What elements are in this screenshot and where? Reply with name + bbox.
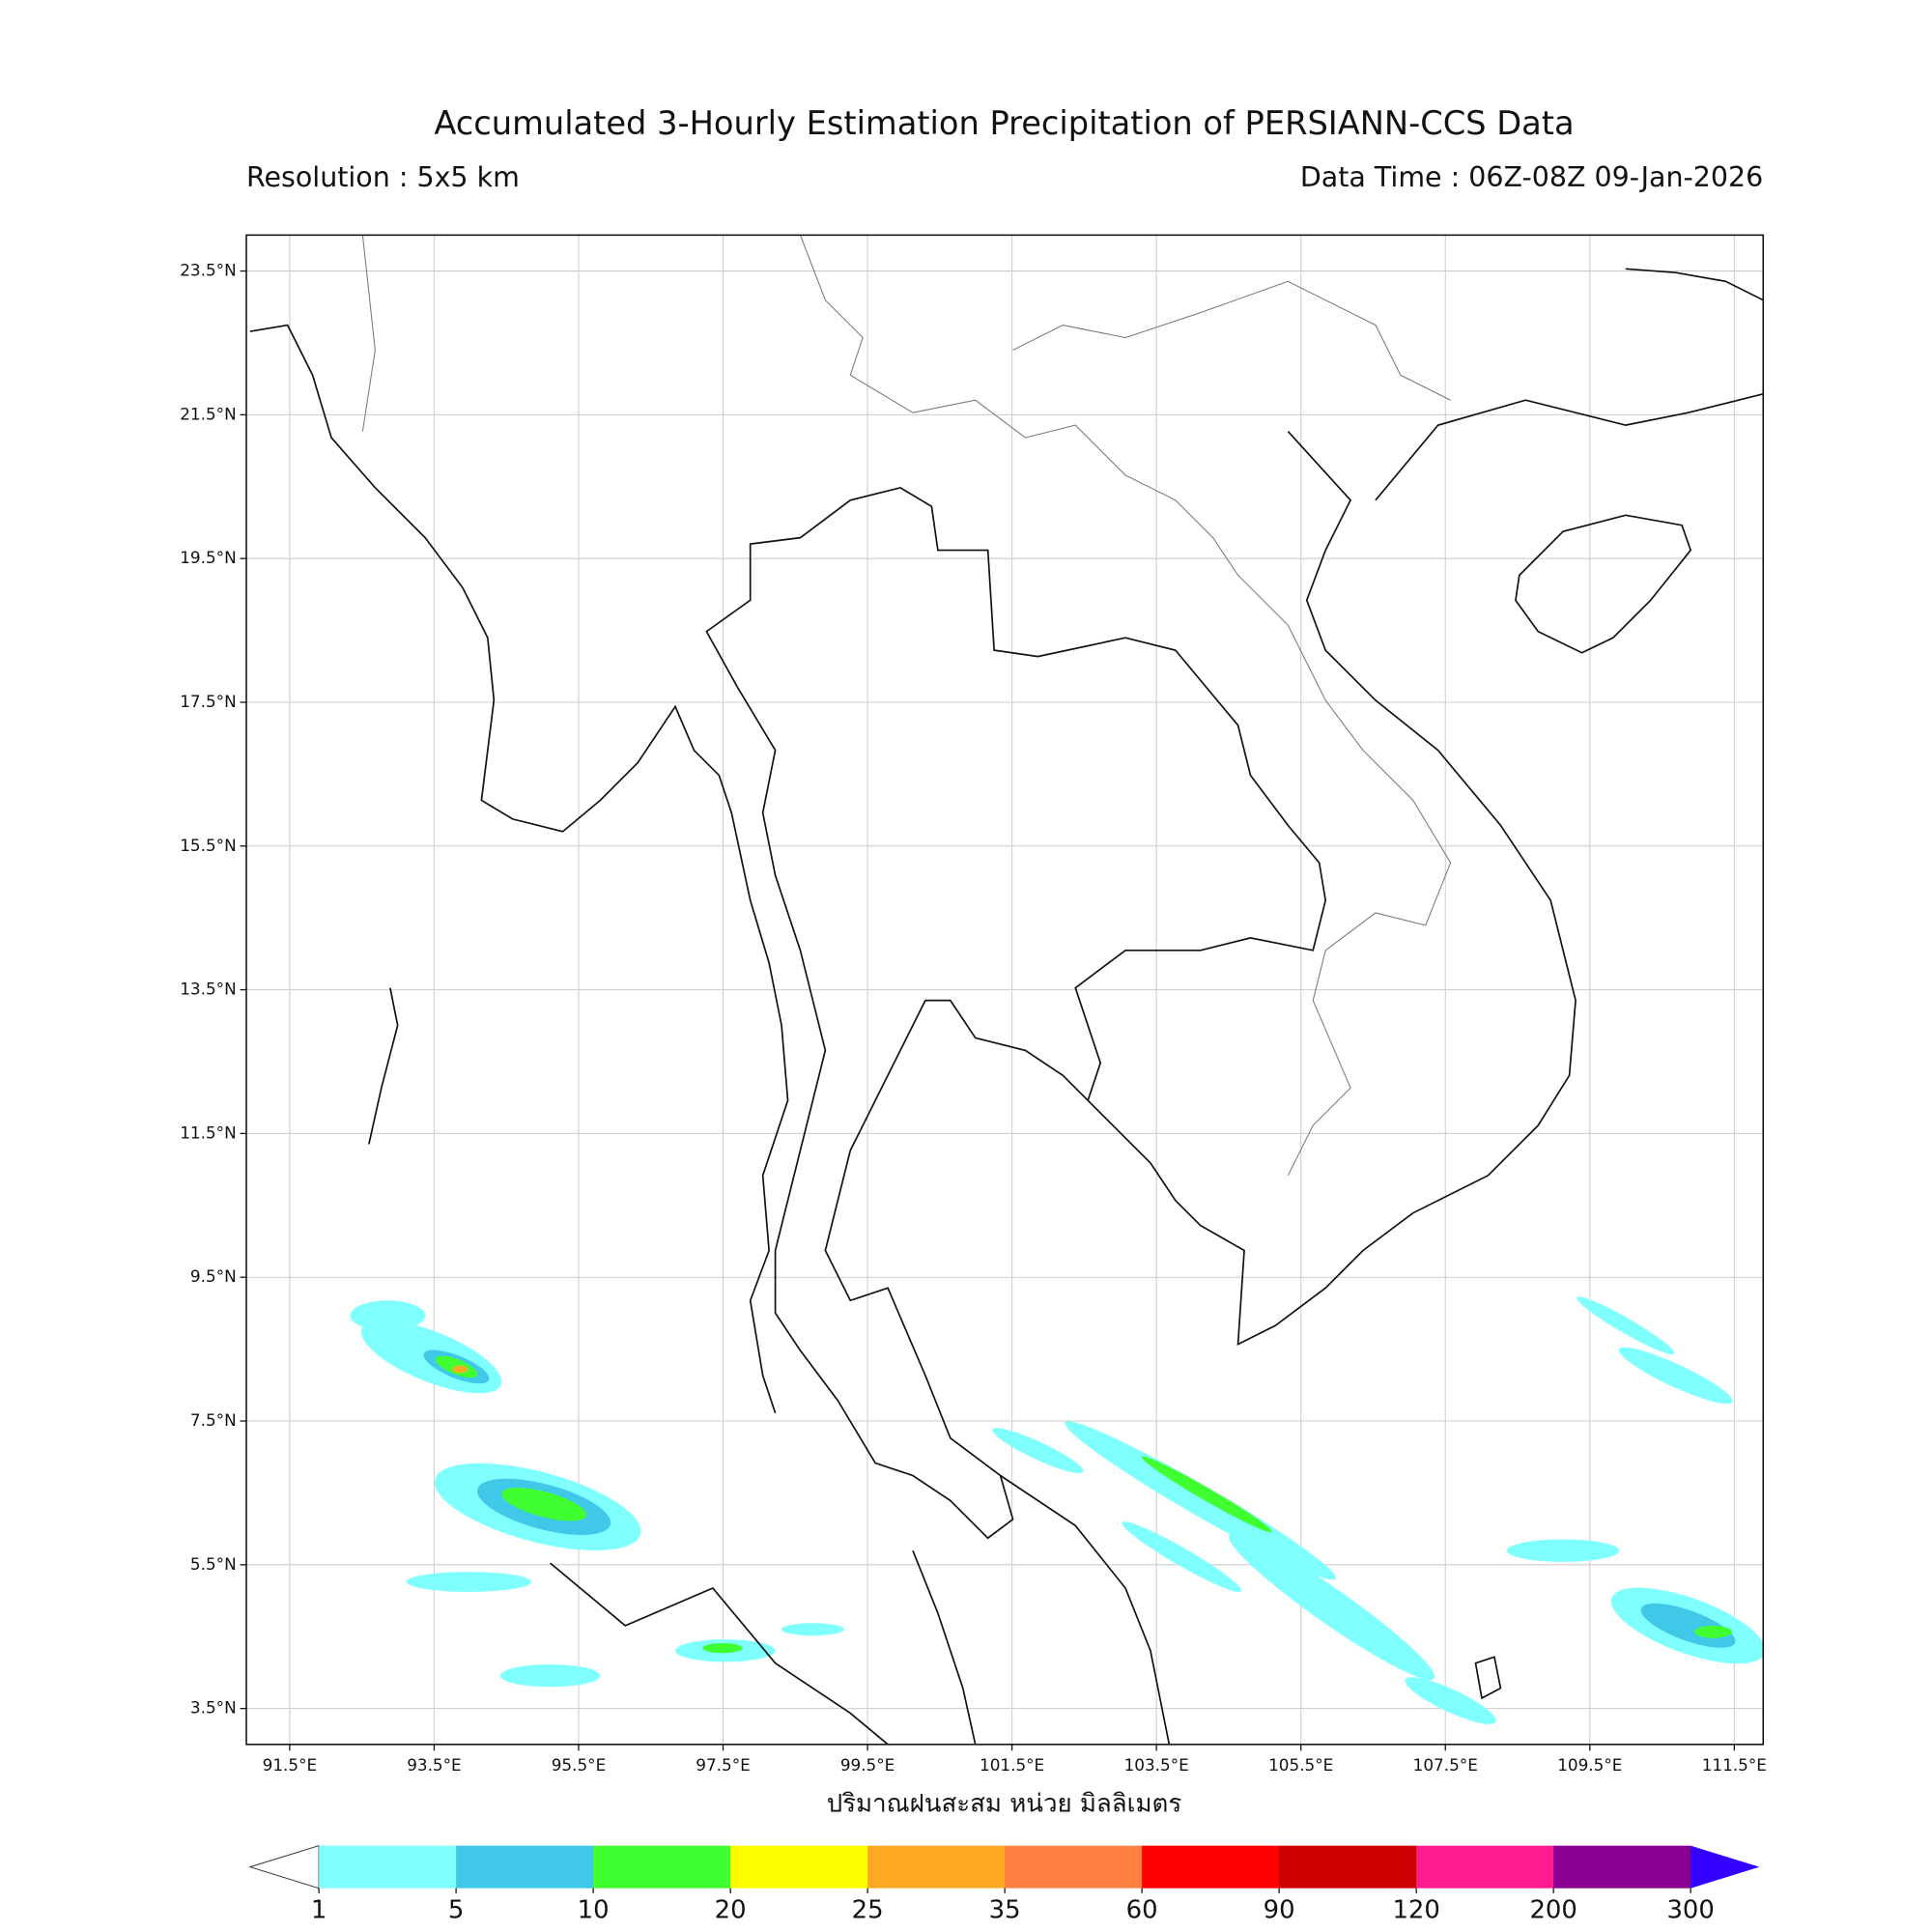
coastline — [368, 987, 399, 1145]
rain-area — [1122, 1521, 1242, 1593]
rain-area — [1694, 1625, 1732, 1638]
colorbar-segment — [1142, 1845, 1280, 1889]
hainan — [1515, 514, 1692, 654]
lon-tick-label: 111.5°E — [1702, 1755, 1767, 1775]
lat-tick-label: 21.5°N — [180, 404, 236, 423]
lon-tick-label: 95.5°E — [552, 1755, 606, 1775]
lon-tick-label: 105.5°E — [1268, 1755, 1333, 1775]
rain-area — [406, 1572, 532, 1592]
coastline — [550, 1562, 889, 1745]
title: Accumulated 3-Hourly Estimation Precipit… — [434, 104, 1574, 142]
colorbar-segment — [319, 1845, 457, 1889]
rain-area — [992, 1428, 1084, 1473]
colorbar-label: 90 — [1264, 1895, 1295, 1924]
lon-tick-label: 103.5°E — [1124, 1755, 1189, 1775]
rain-area — [1141, 1456, 1272, 1533]
x-axis-label: ปริมาณฝนสะสม หน่วย มิลลิเมตร — [827, 1789, 1182, 1818]
colorbar-label: 300 — [1666, 1895, 1714, 1924]
colorbar-label: 35 — [989, 1895, 1021, 1924]
rain-area — [702, 1642, 743, 1654]
lon-tick-label: 99.5°E — [840, 1755, 895, 1775]
lon-tick-label: 93.5°E — [407, 1755, 461, 1775]
rain-area — [1065, 1421, 1337, 1580]
lat-tick-label: 15.5°N — [180, 836, 236, 855]
lon-tick-label: 91.5°E — [263, 1755, 317, 1775]
coastline — [1625, 268, 1764, 301]
coastline — [1000, 1474, 1171, 1745]
colorbar-label: 10 — [578, 1895, 610, 1924]
colorbar-label: 25 — [852, 1895, 884, 1924]
lat-tick-label: 7.5°N — [190, 1410, 237, 1430]
colorbar-segment — [730, 1845, 868, 1889]
precipitation — [350, 1296, 1764, 1724]
colorbar-label: 5 — [448, 1895, 464, 1924]
lon-tick-label: 97.5°E — [696, 1755, 750, 1775]
colorbar-segment — [1416, 1845, 1554, 1889]
thailand — [705, 486, 1327, 1540]
rain-area — [1229, 1533, 1435, 1681]
lat-tick-label: 19.5°N — [180, 548, 236, 567]
colorbar-segment — [456, 1845, 594, 1889]
border — [1012, 280, 1451, 401]
island — [1474, 1656, 1502, 1700]
rain-area — [499, 1663, 601, 1688]
data-time: Data Time : 06Z-08Z 09-Jan-2026 — [1300, 161, 1763, 193]
lat-tick-label: 11.5°N — [180, 1122, 236, 1142]
rain-area — [1506, 1539, 1620, 1562]
outlines — [249, 235, 1764, 1745]
rain-area — [1618, 1347, 1733, 1405]
rain-area — [1405, 1677, 1496, 1724]
colorbar-segment — [593, 1845, 731, 1889]
lat-tick-label: 23.5°N — [180, 261, 236, 280]
axes: 23.5°N 21.5°N 19.5°N 17.5°N 15.5°N 13.5°N 11.5… — [180, 261, 1767, 1775]
rain-area — [501, 1488, 586, 1521]
colorbar-segment — [1279, 1845, 1417, 1889]
colorbar: 1 5 10 20 25 35 60 90 120 200 300 — [248, 1844, 1760, 1924]
colorbar-label: 200 — [1529, 1895, 1577, 1924]
colorbar-segment — [867, 1845, 1006, 1889]
lon-tick-label: 107.5°E — [1413, 1755, 1478, 1775]
lat-tick-label: 17.5°N — [180, 692, 236, 711]
colorbar-label: 120 — [1392, 1895, 1439, 1924]
colorbar-segment — [1005, 1845, 1143, 1889]
coastline — [249, 324, 789, 1414]
coastline — [1375, 392, 1764, 501]
colorbar-segment — [1553, 1845, 1691, 1889]
coastline — [912, 1549, 977, 1745]
lat-tick-label: 5.5°N — [190, 1554, 237, 1574]
resolution: Resolution : 5x5 km — [246, 161, 520, 193]
rain-area — [781, 1623, 844, 1636]
lon-tick-label: 109.5°E — [1557, 1755, 1622, 1775]
border — [799, 235, 1452, 1177]
lat-tick-label: 3.5°N — [190, 1698, 237, 1718]
lat-tick-label: 9.5°N — [190, 1266, 237, 1286]
coastline — [1087, 431, 1577, 1346]
colorbar-label: 60 — [1126, 1895, 1158, 1924]
lat-tick-label: 13.5°N — [180, 980, 236, 999]
colorbar-over — [1690, 1845, 1760, 1889]
colorbar-under — [248, 1844, 320, 1889]
lon-tick-label: 101.5°E — [980, 1755, 1044, 1775]
colorbar-label: 20 — [715, 1895, 747, 1924]
rain-area — [1577, 1296, 1675, 1355]
colorbar-label: 1 — [311, 1895, 327, 1924]
rain-area — [452, 1365, 469, 1374]
border — [361, 235, 376, 432]
